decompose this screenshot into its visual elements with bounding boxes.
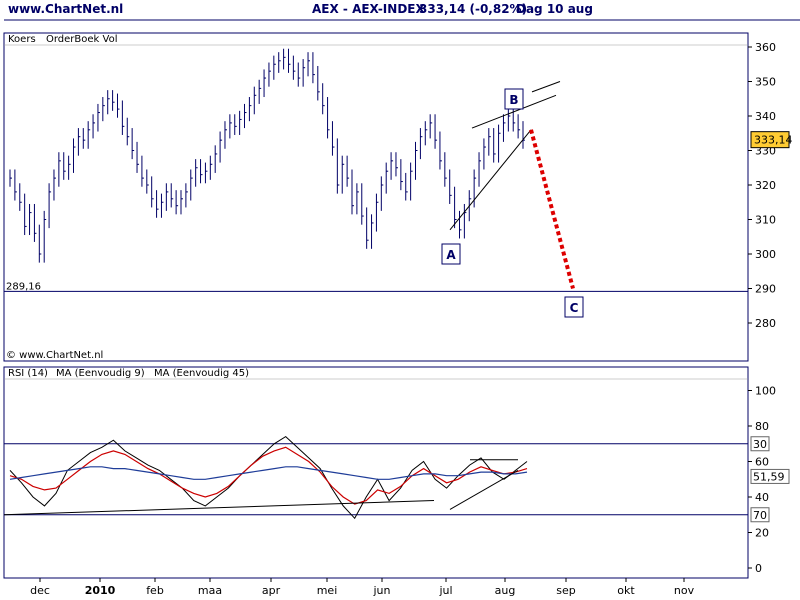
wave-label-box-C	[564, 296, 584, 318]
xtick-label: mei	[317, 584, 338, 597]
price-ytick-label: 360	[755, 41, 776, 54]
rsi-wedge-lower	[449, 469, 519, 510]
last-close-change: 333,14 (-0,82%)	[419, 2, 528, 16]
price-ytick-label: 310	[755, 214, 776, 227]
xtick-label: okt	[617, 584, 635, 597]
xtick-label: feb	[146, 584, 164, 597]
xtick-label: jun	[373, 584, 391, 597]
wave-label-box-A	[441, 243, 461, 265]
xtick-label: dec	[30, 584, 50, 597]
wave-label-box-B	[504, 88, 524, 110]
rsi-trendline	[3, 500, 435, 516]
price-ytick-label: 280	[755, 317, 776, 330]
price-legend-0: Koers	[8, 34, 36, 45]
last-price-badge	[750, 131, 790, 149]
rsi-series-1	[9, 446, 528, 505]
wave-label-A: A	[446, 248, 456, 262]
rsi-ytick-label: 100	[755, 385, 776, 398]
rsi-reference-badge	[750, 507, 770, 523]
wedge-lower-line	[449, 129, 532, 231]
chart-header: www.ChartNet.nl AEX - AEX-INDEX 333,14 (…	[0, 0, 800, 18]
site-title: www.ChartNet.nl	[8, 2, 124, 16]
rsi-ytick-label: 80	[755, 420, 769, 433]
rsi-series-0	[9, 435, 528, 520]
rsi-legend-1: MA (Eenvoudig 9)	[56, 368, 145, 379]
support-level-label: 289,16	[6, 281, 41, 292]
xtick-label: maa	[198, 584, 222, 597]
rsi-panel-frame	[3, 366, 749, 579]
xtick-label: jul	[438, 584, 452, 597]
index-title: AEX - AEX-INDEX	[312, 2, 425, 16]
price-ytick-label: 350	[755, 76, 776, 89]
wave-label-C: C	[570, 301, 579, 315]
rsi-series-2	[9, 466, 528, 480]
price-ytick-label: 300	[755, 248, 776, 261]
rsi-ytick-label: 0	[755, 562, 762, 575]
rsi-last-badge	[750, 468, 790, 484]
wedge-upper-line	[471, 94, 557, 129]
wave-label-B: B	[509, 93, 518, 107]
rsi-reference-badge-label: 30	[753, 438, 767, 451]
last-price-badge-label: 333,14	[754, 134, 793, 147]
xtick-label: aug	[495, 584, 516, 597]
rsi-ytick-label: 20	[755, 527, 769, 540]
xtick-label: sep	[556, 584, 575, 597]
period-label: Dag 10 aug	[516, 2, 593, 16]
price-legend-1: OrderBoek Vol	[46, 34, 117, 45]
xtick-label: nov	[674, 584, 695, 597]
rsi-legend-2: MA (Eenvoudig 45)	[154, 368, 249, 379]
rsi-reference-badge	[750, 436, 770, 452]
price-ytick-label: 290	[755, 283, 776, 296]
rsi-ytick-label: 60	[755, 456, 769, 469]
price-ytick-label: 340	[755, 110, 776, 123]
rsi-reference-badge-label: 70	[753, 509, 767, 522]
copyright-label: © www.ChartNet.nl	[6, 350, 103, 361]
wedge-upper-ext	[531, 81, 561, 93]
rsi-legend-0: RSI (14)	[8, 368, 48, 379]
xtick-label: apr	[262, 584, 281, 597]
rsi-ytick-label: 40	[755, 491, 769, 504]
projection-line	[529, 129, 575, 290]
rsi-last-badge-label: 51,59	[753, 470, 785, 483]
price-ytick-label: 320	[755, 179, 776, 192]
xtick-label: 2010	[85, 584, 116, 597]
price-panel-frame	[3, 32, 749, 362]
